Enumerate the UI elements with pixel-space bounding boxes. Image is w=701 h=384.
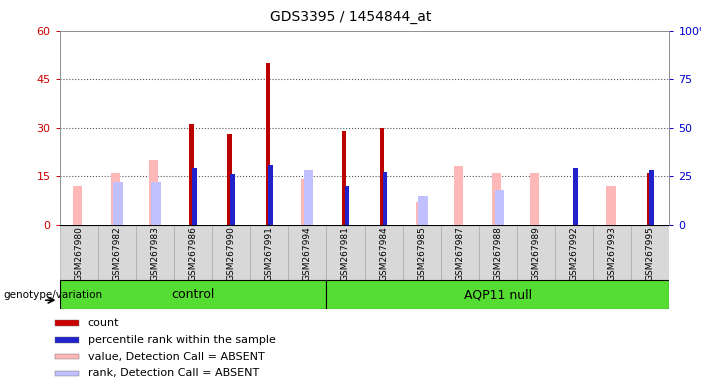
Bar xyxy=(227,134,232,225)
Bar xyxy=(380,128,384,225)
Text: GSM267994: GSM267994 xyxy=(303,226,312,281)
Bar xyxy=(383,172,387,225)
Text: GSM267992: GSM267992 xyxy=(570,226,578,281)
Text: GSM267981: GSM267981 xyxy=(341,226,350,281)
Bar xyxy=(174,225,212,280)
Bar xyxy=(72,186,82,225)
Bar xyxy=(402,225,441,280)
Bar xyxy=(266,63,270,225)
Bar xyxy=(555,225,593,280)
Text: genotype/variation: genotype/variation xyxy=(4,290,102,300)
Bar xyxy=(418,195,428,225)
Bar xyxy=(650,170,654,225)
Bar xyxy=(492,173,501,225)
Bar xyxy=(345,186,349,225)
Text: rank, Detection Call = ABSENT: rank, Detection Call = ABSENT xyxy=(88,368,259,379)
Bar xyxy=(304,170,313,225)
Text: GSM267995: GSM267995 xyxy=(646,226,655,281)
Bar xyxy=(327,280,669,309)
Text: AQP11 null: AQP11 null xyxy=(464,288,532,301)
Bar xyxy=(517,225,555,280)
Text: GSM267990: GSM267990 xyxy=(226,226,236,281)
Bar xyxy=(60,280,327,309)
Bar xyxy=(365,225,402,280)
Text: GSM267993: GSM267993 xyxy=(608,226,617,281)
Bar xyxy=(416,202,425,225)
Text: percentile rank within the sample: percentile rank within the sample xyxy=(88,335,275,345)
Bar xyxy=(632,225,669,280)
Bar xyxy=(114,182,123,225)
Bar xyxy=(441,225,479,280)
Text: GSM267980: GSM267980 xyxy=(74,226,83,281)
Bar xyxy=(111,173,120,225)
Bar xyxy=(151,182,161,225)
Bar xyxy=(55,337,79,343)
Text: GSM267988: GSM267988 xyxy=(494,226,503,281)
Text: GSM267982: GSM267982 xyxy=(112,226,121,281)
Bar xyxy=(250,225,288,280)
Text: value, Detection Call = ABSENT: value, Detection Call = ABSENT xyxy=(88,352,264,362)
Bar xyxy=(189,124,194,225)
Text: GSM267989: GSM267989 xyxy=(531,226,540,281)
Bar xyxy=(647,173,651,225)
Bar xyxy=(212,225,250,280)
Bar xyxy=(327,225,365,280)
Bar xyxy=(192,169,197,225)
Text: GSM267986: GSM267986 xyxy=(189,226,198,281)
Text: control: control xyxy=(171,288,215,301)
Text: GSM267991: GSM267991 xyxy=(265,226,273,281)
Bar xyxy=(454,167,463,225)
Text: GSM267987: GSM267987 xyxy=(456,226,464,281)
Bar xyxy=(149,160,158,225)
Bar xyxy=(136,225,174,280)
Bar xyxy=(60,225,97,280)
Bar xyxy=(268,164,273,225)
Text: count: count xyxy=(88,318,119,328)
Bar xyxy=(573,169,578,225)
Text: GSM267984: GSM267984 xyxy=(379,226,388,281)
Bar xyxy=(55,371,79,376)
Bar xyxy=(530,173,540,225)
Bar xyxy=(97,225,136,280)
Bar xyxy=(288,225,327,280)
Bar xyxy=(606,186,615,225)
Bar xyxy=(230,174,235,225)
Bar xyxy=(301,179,311,225)
Text: GSM267983: GSM267983 xyxy=(151,226,159,281)
Bar xyxy=(593,225,632,280)
Text: GSM267985: GSM267985 xyxy=(417,226,426,281)
Text: GDS3395 / 1454844_at: GDS3395 / 1454844_at xyxy=(270,10,431,23)
Bar xyxy=(342,131,346,225)
Bar xyxy=(55,320,79,326)
Bar xyxy=(479,225,517,280)
Bar xyxy=(55,354,79,359)
Bar xyxy=(494,190,504,225)
